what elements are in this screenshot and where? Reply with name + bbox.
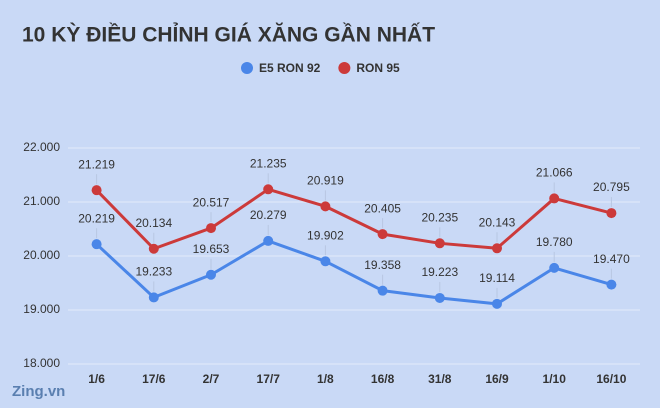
point — [206, 223, 216, 234]
legend-marker — [338, 62, 351, 74]
x-tick-label: 16/8 — [371, 372, 395, 386]
point — [492, 298, 502, 309]
point — [91, 239, 102, 250]
y-tick-label: 22.000 — [23, 140, 60, 154]
point — [263, 235, 274, 246]
y-tick-label: 18.000 — [23, 356, 60, 370]
y-tick-label: 21.000 — [23, 194, 60, 208]
point — [434, 292, 445, 303]
point — [206, 269, 216, 280]
point — [492, 243, 502, 254]
x-tick-label: 1/8 — [317, 372, 334, 386]
x-tick-label: 31/8 — [428, 372, 452, 386]
point — [320, 256, 331, 267]
value-label: 20.795 — [593, 180, 630, 194]
value-label: 21.235 — [250, 156, 287, 170]
point — [377, 229, 388, 240]
point — [320, 201, 331, 212]
value-label: 20.279 — [250, 208, 287, 222]
value-label: 20.517 — [193, 195, 230, 209]
x-tick-label: 17/6 — [142, 372, 166, 386]
x-tick-label: 1/10 — [543, 372, 567, 386]
point — [263, 184, 274, 195]
point — [148, 292, 159, 303]
point — [549, 262, 560, 273]
x-tick-label: 16/10 — [596, 372, 626, 386]
point — [606, 279, 617, 290]
point — [549, 193, 560, 204]
value-label: 20.235 — [421, 210, 458, 224]
y-tick-label: 20.000 — [23, 248, 60, 262]
value-label: 19.470 — [593, 252, 630, 266]
value-label: 20.219 — [78, 211, 115, 225]
chart-title: 10 KỲ ĐIỀU CHỈNH GIÁ XĂNG GẦN NHẤT — [22, 23, 435, 47]
series-line — [95, 187, 612, 251]
point — [606, 208, 617, 219]
value-label: 20.143 — [479, 215, 516, 229]
value-label: 19.233 — [135, 265, 172, 279]
value-label: 19.780 — [536, 235, 573, 249]
point — [434, 238, 445, 249]
value-label: 21.219 — [78, 157, 115, 171]
value-label: 19.358 — [364, 258, 401, 272]
x-tick-label: 17/7 — [257, 372, 281, 386]
point — [148, 243, 159, 254]
legend-label: RON 95 — [356, 61, 400, 75]
value-label: 20.405 — [364, 201, 401, 215]
point — [91, 185, 102, 196]
x-tick-label: 1/6 — [88, 372, 105, 386]
value-label: 19.902 — [307, 228, 344, 242]
value-label: 19.223 — [421, 265, 458, 279]
x-tick-label: 2/7 — [203, 372, 220, 386]
series-line — [95, 239, 612, 306]
y-tick-label: 19.000 — [23, 302, 60, 316]
legend-label: E5 RON 92 — [259, 61, 321, 75]
value-label: 19.114 — [479, 271, 515, 285]
value-label: 19.653 — [193, 242, 230, 256]
watermark: Zing.vn — [12, 383, 65, 400]
x-tick-label: 16/9 — [485, 372, 509, 386]
point — [377, 285, 388, 296]
value-label: 21.066 — [536, 166, 573, 180]
legend-marker — [241, 62, 253, 74]
value-label: 20.919 — [307, 174, 344, 188]
value-label: 20.134 — [135, 216, 172, 230]
